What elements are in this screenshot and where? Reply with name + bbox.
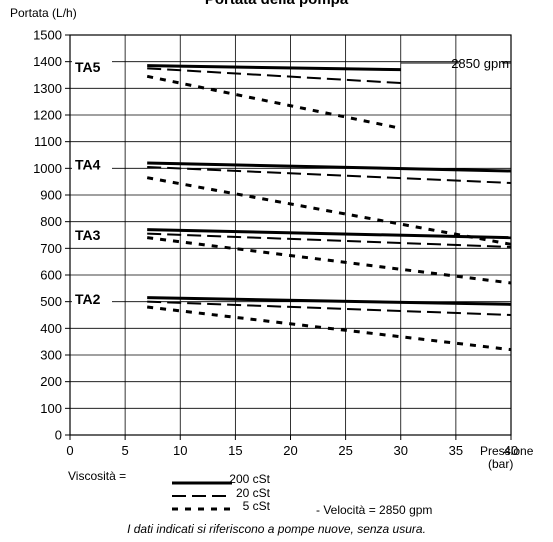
x-tick-label: 0	[66, 443, 73, 458]
group-label-ta2: TA2	[75, 291, 101, 307]
series-ta4-dotted	[146, 176, 512, 246]
chart-title: Portata della pompa	[0, 0, 553, 8]
series-ta5-solid	[147, 64, 401, 72]
y-tick-label: 1000	[33, 161, 62, 176]
y-tick-label: 1300	[33, 81, 62, 96]
y-tick-label: 0	[55, 428, 62, 443]
y-tick-label: 400	[40, 321, 62, 336]
series-ta2-dotted	[147, 305, 512, 352]
series-ta2-dashed	[147, 300, 512, 316]
x-axis-label: Pressione (bar)	[480, 445, 533, 471]
y-axis-label: Portata (L/h)	[10, 6, 77, 20]
reference-label: 2850 gpm	[451, 56, 509, 71]
group-label-ta4: TA4	[75, 156, 101, 172]
x-tick-label: 10	[173, 443, 187, 458]
series-ta5-dotted	[146, 74, 402, 130]
x-tick-label: 30	[394, 443, 408, 458]
y-tick-label: 300	[40, 348, 62, 363]
footnote: I dati indicati si riferiscono a pompe n…	[127, 522, 426, 536]
group-label-bg	[72, 225, 112, 245]
group-label-bg	[72, 289, 112, 309]
series-ta3-dashed	[147, 232, 512, 248]
series-ta4-solid	[147, 161, 512, 173]
y-tick-label: 600	[40, 268, 62, 283]
series-ta3-solid	[147, 228, 512, 240]
y-tick-label: 1500	[33, 28, 62, 43]
y-tick-label: 500	[40, 294, 62, 309]
legend-suffix: - Velocità = 2850 gpm	[316, 503, 433, 517]
group-label-ta3: TA3	[75, 227, 101, 243]
reference-label-bg	[460, 54, 502, 72]
x-tick-label: 35	[449, 443, 463, 458]
y-tick-label: 1100	[34, 134, 62, 149]
x-tick-label: 40	[504, 443, 518, 458]
x-axis-label-text: Pressione (bar)	[480, 444, 534, 471]
legend-label-solid: 200 cSt	[229, 472, 270, 486]
series-ta5-dashed	[147, 67, 401, 84]
y-tick-label: 800	[40, 214, 62, 229]
legend-label-dotted: 5 cSt	[243, 499, 271, 513]
x-tick-label: 25	[338, 443, 352, 458]
y-tick-label: 900	[40, 188, 62, 203]
series-ta3-dotted	[146, 236, 512, 285]
group-label-bg	[72, 57, 112, 77]
x-tick-label: 15	[228, 443, 242, 458]
series-ta2-solid	[147, 296, 512, 306]
group-label-ta5: TA5	[75, 59, 101, 75]
y-tick-label: 700	[40, 241, 62, 256]
y-tick-label: 1200	[33, 108, 62, 123]
x-tick-label: 5	[122, 443, 129, 458]
legend-label-dashed: 20 cSt	[236, 486, 271, 500]
y-tick-label: 100	[40, 401, 62, 416]
y-tick-label: 1400	[33, 54, 62, 69]
x-tick-label: 20	[283, 443, 297, 458]
y-tick-label: 200	[40, 374, 62, 389]
series-ta4-dashed	[147, 166, 512, 184]
group-label-bg	[72, 154, 112, 175]
legend-prefix: Viscosità =	[68, 469, 127, 483]
